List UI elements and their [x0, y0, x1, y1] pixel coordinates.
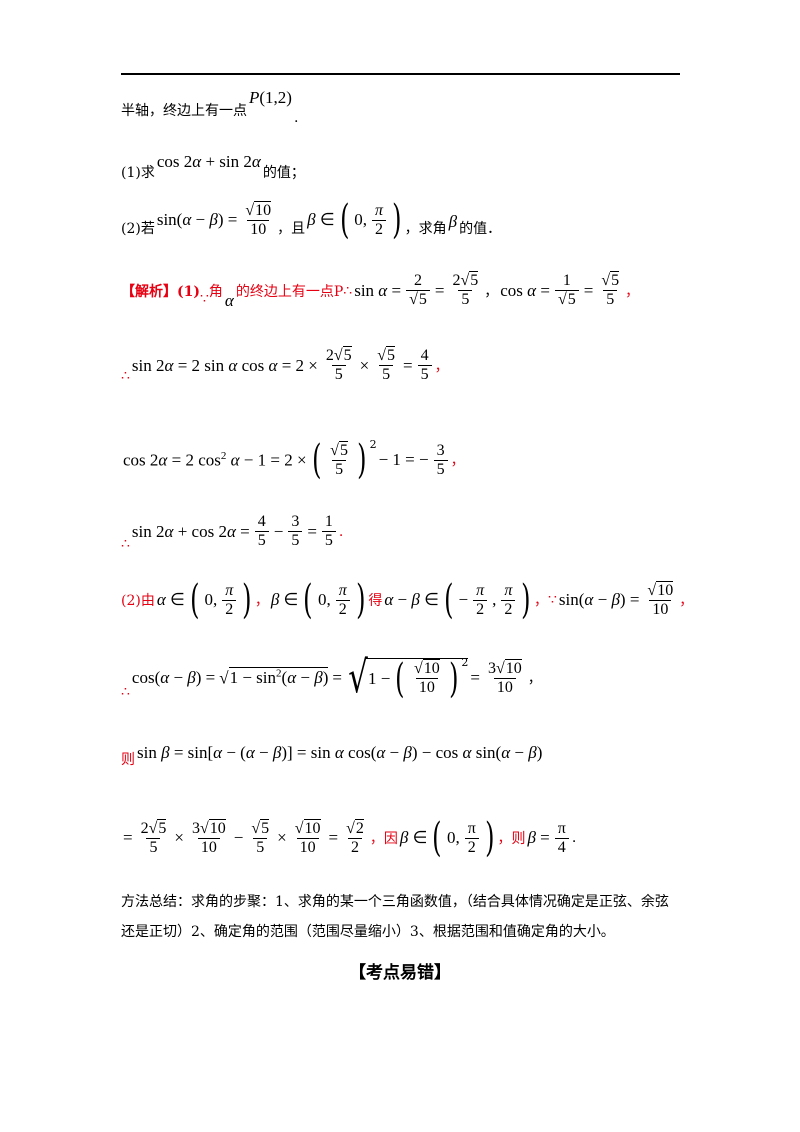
q1-label: (1)求 [121, 165, 155, 181]
q2-fraction: √10 10 [245, 200, 272, 238]
solution-line-2: ∴ sin 2α = 2 sin α cos α = 2 × 2√5 5 × √5… [121, 346, 449, 384]
intro-line: 半轴，终边上有一点 P(1,2) . [121, 88, 299, 126]
method-summary: 方法总结：求角的步聚：1、求角的某一个三角函数值，（结合具体情况确定是正弦、余弦… [121, 894, 669, 940]
point-label: P(1,2) [249, 88, 292, 107]
solution-tag: 【解析】(1) [121, 283, 200, 300]
solution-intro2: 的终边上有一点P [235, 283, 344, 300]
q1-tail: 的值； [262, 165, 305, 181]
header-rule [121, 73, 680, 75]
q2-tail: ，求角 [404, 221, 447, 237]
q2-and: ，且 [277, 221, 306, 237]
q2-expression: sin(α − β) = [156, 210, 238, 229]
solution-line-3: cos 2α = 2 cos2 α − 1 = 2 × (√5 5) 2 − 1 =… [123, 437, 465, 483]
solution-line-8: = 2√5 5 × 3√10 10 − √5 5 × √10 10 = √2 2 ， 因 … [123, 815, 577, 861]
intro-text: 半轴，终边上有一点 [121, 103, 247, 119]
solution-line-7: 则 sin β = sin[α − (α − β)] = sin α cos(α… [121, 743, 543, 768]
section-heading: 【考点易错】 [349, 963, 451, 983]
solution-intro: 角 [208, 283, 223, 300]
q2-label: (2)若 [121, 221, 155, 237]
solution-line-5: (2)由 α ∈ (0, π 2) ， β ∈ (0, π 2) 得 α − β ∈ (… [121, 577, 694, 623]
solution-line-1: 【解析】(1) ∵ 角 α 的终边上有一点P ∴ sin α = 2 √5 = 2… [121, 271, 640, 310]
solution-line-6: ∴ cos(α − β) = √1 − sin2(α − β) = √ 1 − … [121, 652, 542, 703]
question-2: (2)若 sin(α − β) = √10 10 ，且 β ∈ (0, π 2) ，求… [121, 197, 502, 243]
q2-tail2: 的值． [459, 221, 502, 237]
question-1: (1)求 cos 2α + sin 2α 的值； [121, 152, 305, 181]
step2-label: (2)由 [121, 593, 155, 609]
q1-expression: cos 2α + sin 2α [156, 152, 261, 171]
